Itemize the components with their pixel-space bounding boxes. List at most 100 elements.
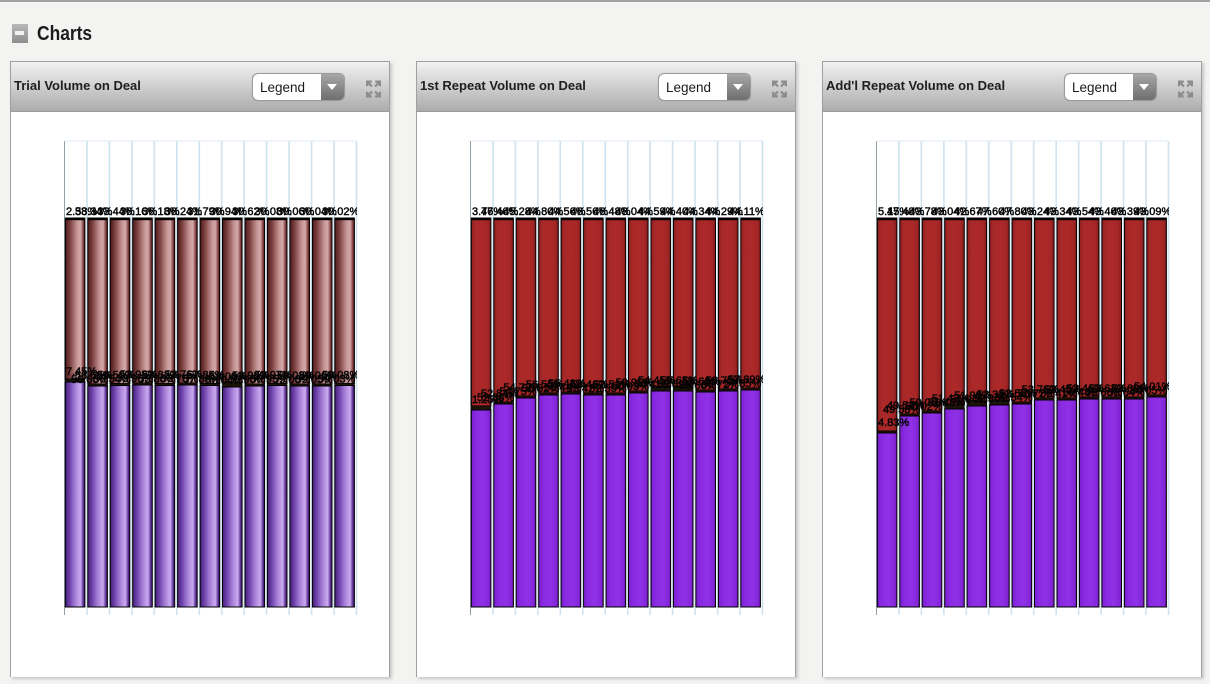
svg-text:59.05%: 59.05%: [296, 374, 334, 386]
svg-text:53.63%: 53.63%: [1089, 383, 1127, 395]
svg-text:50.95%: 50.95%: [616, 377, 654, 389]
svg-text:36.16%: 36.16%: [120, 206, 158, 218]
svg-text:57.85%: 57.85%: [187, 370, 225, 382]
svg-text:44.11%: 44.11%: [728, 206, 765, 218]
svg-text:47.48%: 47.48%: [887, 206, 925, 218]
svg-text:46.56%: 46.56%: [571, 206, 609, 218]
svg-text:4.83%: 4.83%: [878, 417, 909, 429]
svg-text:59.08%: 59.08%: [322, 370, 360, 382]
svg-text:55.68%: 55.68%: [683, 376, 721, 388]
svg-text:43.24%: 43.24%: [1022, 206, 1060, 218]
svg-text:53.42%: 53.42%: [567, 383, 605, 395]
svg-text:45.28%: 45.28%: [503, 206, 541, 218]
svg-text:53.45%: 53.45%: [1044, 384, 1082, 396]
svg-text:42.67%: 42.67%: [954, 206, 992, 218]
svg-text:56.59%: 56.59%: [97, 370, 135, 382]
svg-text:56.72%: 56.72%: [702, 379, 740, 391]
svg-text:53.66%: 53.66%: [1085, 387, 1123, 399]
svg-text:43.34%: 43.34%: [1044, 206, 1082, 218]
svg-text:52.55%: 52.55%: [589, 383, 627, 395]
svg-text:7.45%: 7.45%: [66, 366, 97, 378]
svg-text:47.46%: 47.46%: [481, 206, 519, 218]
svg-text:50.93%: 50.93%: [612, 381, 650, 393]
svg-text:49.54%: 49.54%: [887, 400, 925, 412]
svg-text:56.75%: 56.75%: [706, 375, 744, 387]
svg-text:52.84%: 52.84%: [481, 388, 519, 400]
svg-text:56.66%: 56.66%: [71, 374, 109, 386]
svg-text:58.95%: 58.95%: [251, 374, 289, 386]
svg-text:55.48%: 55.48%: [548, 378, 586, 390]
svg-text:55.44%: 55.44%: [544, 382, 582, 394]
svg-text:54.72%: 54.72%: [503, 382, 541, 394]
svg-text:30.04%: 30.04%: [300, 206, 338, 218]
svg-text:44.29%: 44.29%: [706, 206, 744, 218]
svg-text:58.97%: 58.97%: [255, 370, 293, 382]
svg-text:53.46%: 53.46%: [1067, 383, 1105, 395]
svg-text:54.75%: 54.75%: [499, 386, 537, 398]
svg-text:53.72%: 53.72%: [1018, 388, 1056, 400]
svg-text:30.62%: 30.62%: [232, 206, 270, 218]
svg-text:44.80%: 44.80%: [526, 206, 564, 218]
svg-text:53.44%: 53.44%: [1063, 387, 1101, 399]
svg-text:51.46%: 51.46%: [928, 397, 966, 409]
svg-text:43.04%: 43.04%: [932, 206, 970, 218]
svg-text:53.46%: 53.46%: [571, 379, 609, 391]
svg-text:55.65%: 55.65%: [661, 375, 699, 387]
svg-text:49.58%: 49.58%: [883, 404, 921, 416]
svg-text:52.54%: 52.54%: [995, 392, 1033, 404]
svg-text:53.96%: 53.96%: [116, 373, 154, 385]
svg-text:44.59%: 44.59%: [638, 206, 676, 218]
svg-text:44.56%: 44.56%: [548, 206, 586, 218]
svg-text:53.82%: 53.82%: [142, 370, 180, 382]
svg-text:51.94%: 51.94%: [950, 394, 988, 406]
svg-text:50.05%: 50.05%: [909, 397, 947, 409]
svg-text:54.41%: 54.41%: [634, 379, 672, 391]
svg-text:1.25%: 1.25%: [472, 394, 503, 406]
svg-text:36.24%: 36.24%: [165, 206, 203, 218]
svg-text:52.88%: 52.88%: [477, 392, 515, 404]
svg-text:58.98%: 58.98%: [232, 370, 270, 382]
svg-text:55.62%: 55.62%: [657, 379, 695, 391]
svg-text:44.40%: 44.40%: [661, 206, 699, 218]
svg-text:51.43%: 51.43%: [932, 393, 970, 405]
svg-text:57.88%: 57.88%: [183, 374, 221, 386]
svg-text:52.36%: 52.36%: [973, 393, 1011, 405]
svg-text:56.55%: 56.55%: [526, 379, 564, 391]
svg-text:55.66%: 55.66%: [679, 380, 717, 392]
svg-text:57.85%: 57.85%: [724, 378, 762, 390]
svg-text:30.06%: 30.06%: [277, 206, 315, 218]
svg-text:50.02%: 50.02%: [905, 401, 943, 413]
svg-text:53.76%: 53.76%: [165, 369, 203, 381]
svg-text:59.06%: 59.06%: [273, 374, 311, 386]
svg-text:56.68%: 56.68%: [75, 370, 113, 382]
svg-text:53.98%: 53.98%: [120, 369, 158, 381]
svg-text:52.33%: 52.33%: [977, 389, 1015, 401]
svg-text:30.02%: 30.02%: [322, 206, 360, 218]
svg-text:59.06%: 59.06%: [300, 370, 338, 382]
svg-text:36.18%: 36.18%: [142, 206, 180, 218]
svg-text:59.08%: 59.08%: [277, 370, 315, 382]
svg-text:48.04%: 48.04%: [616, 206, 654, 218]
svg-text:46.48%: 46.48%: [593, 206, 631, 218]
svg-text:31.79%: 31.79%: [187, 206, 225, 218]
svg-text:57.89%: 57.89%: [728, 374, 766, 386]
svg-text:3.76%: 3.76%: [472, 206, 503, 218]
svg-text:52.50%: 52.50%: [999, 388, 1037, 400]
svg-text:58.08%: 58.08%: [210, 371, 248, 383]
svg-text:56.52%: 56.52%: [522, 383, 560, 395]
svg-text:58.96%: 58.96%: [228, 374, 266, 386]
svg-text:53.78%: 53.78%: [161, 373, 199, 385]
svg-text:30.08%: 30.08%: [255, 206, 293, 218]
svg-text:43.54%: 43.54%: [1067, 206, 1105, 218]
svg-text:47.60%: 47.60%: [977, 206, 1015, 218]
svg-text:2.58%: 2.58%: [66, 206, 97, 218]
svg-text:43.78%: 43.78%: [909, 206, 947, 218]
svg-text:53.68%: 53.68%: [1112, 383, 1150, 395]
svg-text:33.44%: 33.44%: [97, 206, 135, 218]
svg-text:58.04%: 58.04%: [206, 375, 244, 387]
svg-text:53.86%: 53.86%: [138, 374, 176, 386]
svg-text:43.09%: 43.09%: [1134, 206, 1172, 218]
svg-text:54.05%: 54.05%: [1130, 385, 1168, 397]
svg-text:54.01%: 54.01%: [1134, 381, 1172, 393]
svg-text:52.51%: 52.51%: [593, 379, 631, 391]
